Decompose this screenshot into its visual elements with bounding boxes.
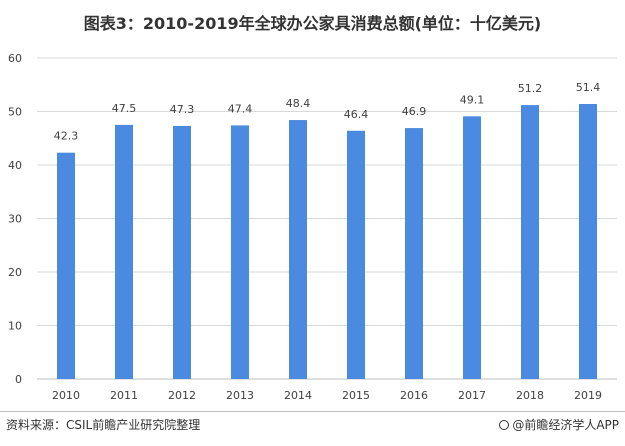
x-tick-label: 2011 bbox=[110, 389, 138, 402]
value-label: 49.1 bbox=[460, 93, 485, 106]
x-tick-label: 2015 bbox=[342, 389, 370, 402]
x-tick-label: 2017 bbox=[458, 389, 486, 402]
chart-title: 图表3：2010-2019年全球办公家具消费总额(单位：十亿美元) bbox=[83, 14, 542, 33]
x-tick-label: 2019 bbox=[574, 389, 602, 402]
bar-chart: 0 10 20 30 40 50 60 42.3 47.5 47.3 47.4 48.4 46.4 46… bbox=[8, 52, 617, 402]
x-tick-label: 2014 bbox=[284, 389, 312, 402]
value-label: 46.4 bbox=[344, 108, 369, 121]
x-tick-label: 2013 bbox=[226, 389, 254, 402]
bar bbox=[405, 128, 423, 379]
bar bbox=[289, 120, 307, 379]
x-tick-label: 2010 bbox=[52, 389, 80, 402]
gridlines bbox=[37, 57, 617, 380]
bar bbox=[173, 125, 191, 379]
bar bbox=[231, 125, 249, 379]
brand-logo-icon bbox=[499, 420, 510, 430]
bar bbox=[347, 130, 365, 379]
y-tick-label: 20 bbox=[8, 266, 22, 279]
footer-divider bbox=[0, 411, 625, 412]
value-labels: 42.3 47.5 47.3 47.4 48.4 46.4 46.9 49.1 51.2 51.4 bbox=[54, 81, 601, 143]
y-tick-label: 30 bbox=[8, 213, 22, 226]
value-label: 51.2 bbox=[518, 82, 543, 95]
bar bbox=[57, 152, 75, 379]
bar bbox=[579, 104, 597, 379]
value-label: 47.3 bbox=[170, 103, 195, 116]
bar bbox=[521, 105, 539, 379]
x-tick-label: 2012 bbox=[168, 389, 196, 402]
y-tick-label: 10 bbox=[8, 320, 22, 333]
y-tick-label: 0 bbox=[15, 373, 22, 386]
x-axis-ticks: 2010 2011 2012 2013 2014 2015 2016 2017 2018 2019 bbox=[52, 389, 602, 402]
value-label: 48.4 bbox=[286, 97, 311, 110]
y-tick-label: 50 bbox=[8, 106, 22, 119]
y-tick-label: 40 bbox=[8, 159, 22, 172]
value-label: 46.9 bbox=[402, 105, 427, 118]
source-note: 资料来源：CSIL前瞻产业研究院整理 bbox=[6, 418, 201, 432]
y-tick-label: 60 bbox=[8, 52, 22, 65]
brand-credit-text: @前瞻经济学人APP bbox=[512, 418, 619, 432]
value-label: 51.4 bbox=[576, 81, 601, 94]
bars bbox=[57, 104, 597, 379]
value-label: 47.4 bbox=[228, 102, 253, 115]
value-label: 42.3 bbox=[54, 130, 79, 143]
value-label: 47.5 bbox=[112, 102, 137, 115]
brand-credit: @前瞻经济学人APP bbox=[499, 416, 619, 433]
x-tick-label: 2018 bbox=[516, 389, 544, 402]
x-tick-label: 2016 bbox=[400, 389, 428, 402]
y-axis-ticks: 0 10 20 30 40 50 60 bbox=[8, 52, 22, 386]
bar bbox=[115, 124, 133, 379]
bar bbox=[463, 116, 481, 379]
